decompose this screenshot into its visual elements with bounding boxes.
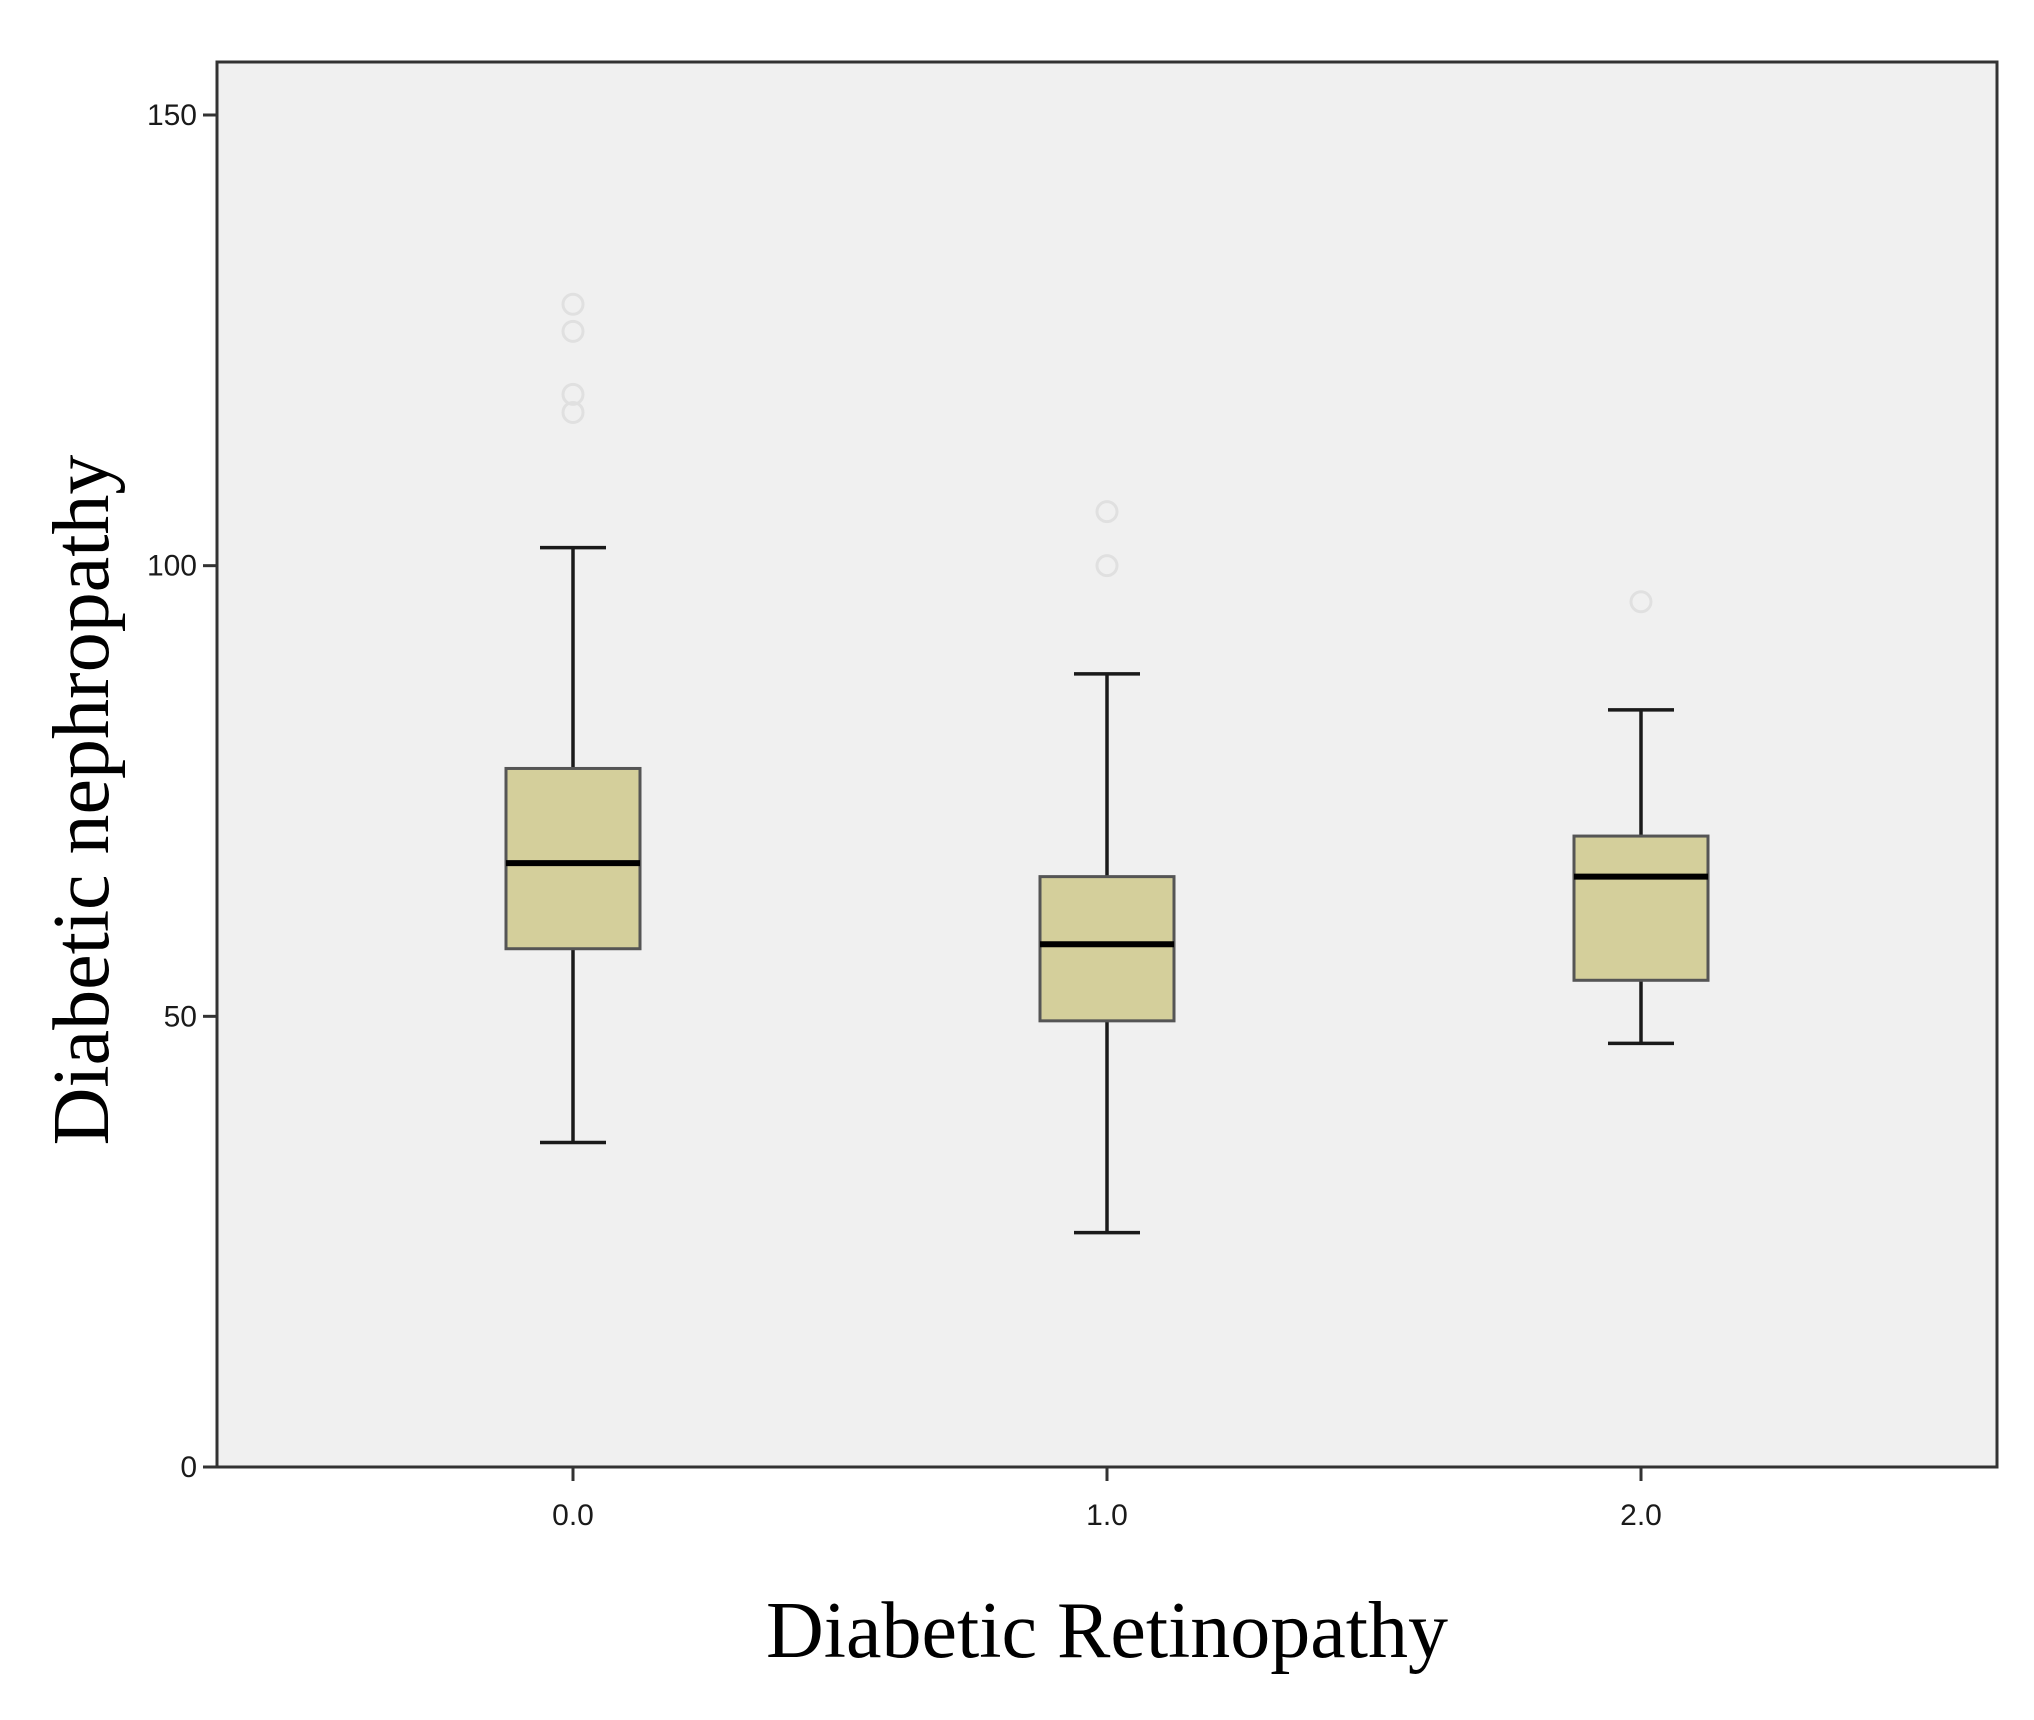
box-0.0 xyxy=(504,292,642,1145)
iqr-box xyxy=(1572,834,1710,982)
outlier-point xyxy=(1629,590,1653,614)
x-tick-label: 1.0 xyxy=(1086,1499,1128,1532)
outlier-point xyxy=(561,319,585,343)
outlier-point xyxy=(561,382,585,406)
outlier-point xyxy=(561,400,585,424)
boxes-group xyxy=(504,292,1710,1235)
y-tick-label: 50 xyxy=(164,1000,197,1033)
y-tick-label: 100 xyxy=(147,550,197,583)
outlier-point xyxy=(561,292,585,316)
x-tick-label: 0.0 xyxy=(552,1499,594,1532)
box-1.0 xyxy=(1038,500,1176,1235)
y-axis-title: Diabetic nephropathy xyxy=(38,455,126,1146)
y-tick-label: 150 xyxy=(147,99,197,132)
x-tick-label: 2.0 xyxy=(1620,1499,1662,1532)
iqr-box xyxy=(1038,875,1176,1023)
iqr-box xyxy=(504,766,642,951)
x-axis-title: Diabetic Retinopathy xyxy=(766,1587,1448,1675)
x-axis: 0.0 1.0 2.0 xyxy=(552,1467,1662,1532)
box-2.0 xyxy=(1572,590,1710,1046)
outlier-point xyxy=(1095,500,1119,524)
outlier-point xyxy=(1095,554,1119,578)
y-axis: 0 50 100 150 xyxy=(147,99,217,1484)
y-tick-label: 0 xyxy=(180,1451,197,1484)
